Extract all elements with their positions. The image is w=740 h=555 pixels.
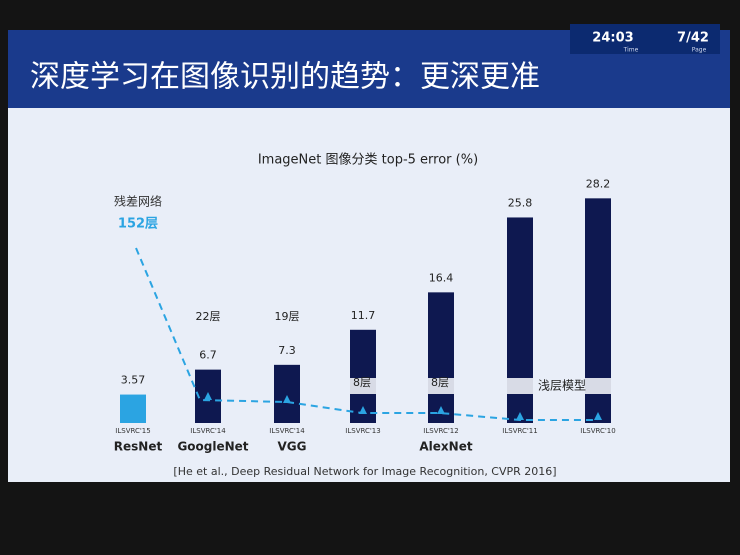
shallow-band <box>428 378 454 394</box>
value-label: 7.3 <box>278 344 296 357</box>
shallow-label: 浅层模型 <box>538 379 586 393</box>
x-tick-label: ILSVRC'15 <box>115 427 150 435</box>
depth-marker <box>359 406 367 414</box>
model-label: VGG <box>278 440 307 454</box>
layer-label: 19层 <box>275 310 300 323</box>
model-label: GoogleNet <box>177 440 248 454</box>
page-label: Page <box>692 47 707 54</box>
chart-title: ImageNet 图像分类 top-5 error (%) <box>258 153 478 168</box>
model-label: AlexNet <box>419 440 472 454</box>
value-label: 11.7 <box>351 309 376 322</box>
citation: [He et al., Deep Residual Network for Im… <box>173 465 556 478</box>
layer-label: 8层 <box>353 376 371 389</box>
layer-label: 8层 <box>431 376 449 389</box>
depth-marker <box>594 412 602 420</box>
timer-box <box>570 24 720 54</box>
bar <box>428 292 454 423</box>
residual-label: 残差网络 <box>114 194 162 209</box>
page-number: 7/42 <box>677 31 709 46</box>
model-label: ResNet <box>114 440 163 454</box>
value-label: 25.8 <box>508 196 533 209</box>
chart: 3.57 ILSVRC'15 ResNet 6.7 ILSVRC'14 GoogleNet… <box>114 177 616 453</box>
value-label: 28.2 <box>586 177 611 190</box>
bar <box>274 364 300 423</box>
timer-label: Time <box>623 47 639 54</box>
x-tick-label: ILSVRC'11 <box>502 427 537 435</box>
x-tick-label: ILSVRC'14 <box>190 427 226 435</box>
shallow-band <box>585 378 611 394</box>
x-tick-label: ILSVRC'10 <box>580 427 615 435</box>
value-label: 16.4 <box>429 271 454 284</box>
layer-label: 22层 <box>196 310 221 323</box>
x-tick-label: ILSVRC'14 <box>269 427 305 435</box>
layer-label: 152层 <box>118 217 158 232</box>
depth-marker <box>204 392 212 400</box>
value-label: 3.57 <box>121 374 146 387</box>
shallow-band <box>507 378 533 394</box>
depth-marker <box>516 412 524 420</box>
value-label: 6.7 <box>199 349 217 362</box>
x-tick-label: ILSVRC'12 <box>423 427 458 435</box>
shallow-band <box>350 378 376 394</box>
timer: 24:03 <box>592 31 633 46</box>
depth-marker <box>437 406 445 414</box>
depth-marker <box>283 395 291 403</box>
bar <box>120 394 146 423</box>
slide-title: 深度学习在图像识别的趋势：更深更准 <box>30 60 540 95</box>
x-tick-label: ILSVRC'13 <box>345 427 380 435</box>
